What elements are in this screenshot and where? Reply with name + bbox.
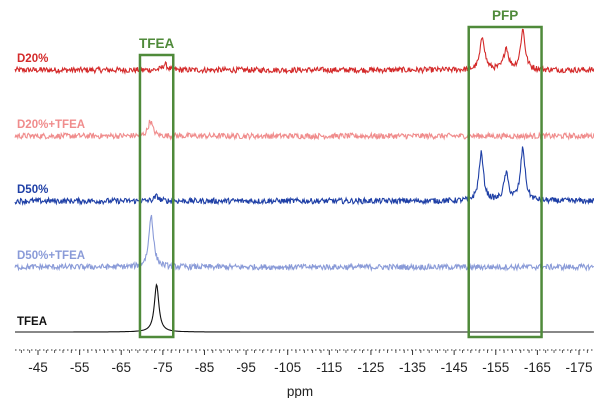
x-tick-label: -75 [153, 360, 173, 375]
annotation-label: TFEA [139, 36, 174, 51]
x-axis-title: ppm [287, 384, 313, 398]
x-tick-label: -145 [441, 360, 468, 375]
annotation-label: PFP [492, 8, 518, 23]
x-axis: -45 -55 -65 -75 -85 -95 -105 -115 -125 -135 -145 -1… [15, 349, 594, 398]
series-label: D50%+TFEA [17, 250, 85, 262]
x-tick-label: -175 [565, 360, 592, 375]
x-tick-label: -55 [70, 360, 90, 375]
x-tick-label: -105 [274, 360, 301, 375]
series-label: D20% [17, 53, 48, 65]
x-tick-label: -65 [111, 360, 131, 375]
annotation-boxes: TFEA PFP [138, 8, 543, 339]
x-tick-label: -115 [316, 360, 342, 375]
x-tick-label: -165 [524, 360, 551, 375]
series-trace [15, 283, 594, 333]
annotation-box [467, 25, 543, 339]
x-tick-label: -135 [399, 360, 426, 375]
x-tick-label: -125 [357, 360, 384, 375]
x-tick-label: -85 [195, 360, 215, 375]
series-label: D50% [17, 184, 48, 196]
series-trace [14, 28, 594, 75]
x-tick-label: -45 [28, 360, 48, 375]
series-labels: D20% D20%+TFEA D50% D50%+TFEA TFEA [17, 53, 85, 328]
annotation-box [138, 53, 175, 339]
x-ticks: -45 -55 -65 -75 -85 -95 -105 -115 -125 -135 -145 -1… [20, 350, 593, 375]
series-trace [14, 119, 594, 141]
spectra-traces [14, 28, 594, 333]
series-label: TFEA [17, 316, 47, 328]
x-tick-label: -155 [482, 360, 509, 375]
x-tick-label: -95 [236, 360, 256, 375]
series-trace [14, 214, 594, 272]
series-trace [14, 146, 594, 206]
series-label: D20%+TFEA [17, 119, 85, 131]
